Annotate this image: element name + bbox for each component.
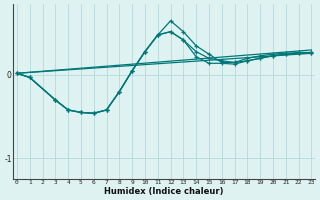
X-axis label: Humidex (Indice chaleur): Humidex (Indice chaleur) — [104, 187, 224, 196]
